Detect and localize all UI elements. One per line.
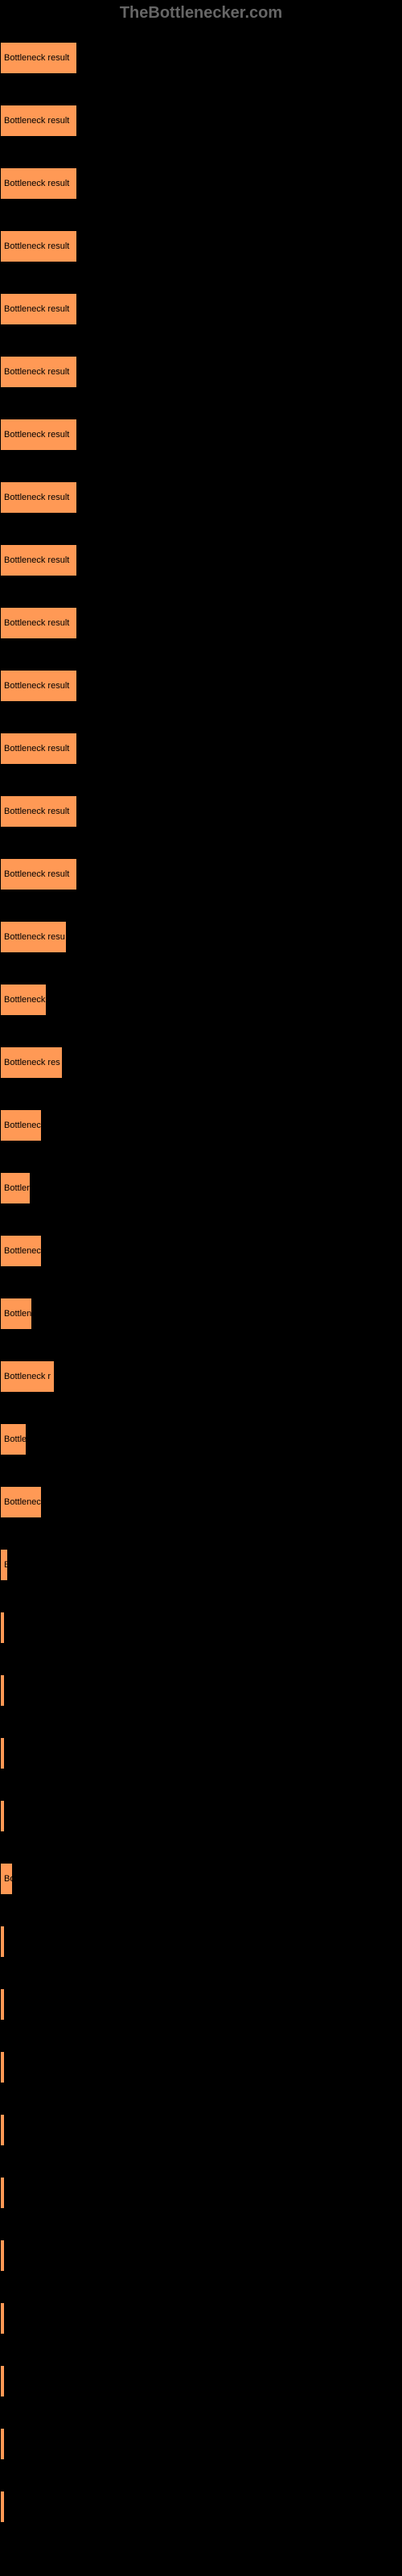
bar-row xyxy=(0,1793,402,1839)
bar-row: Bottleneck resu xyxy=(0,914,402,960)
bar-row xyxy=(0,2421,402,2467)
bar: Bottleneck result xyxy=(0,670,77,702)
bar-row: Bottleneck result xyxy=(0,97,402,144)
bar-row: Bottleneck res xyxy=(0,1039,402,1086)
bar-row: Bottlenec xyxy=(0,1102,402,1149)
bar: Bottleneck result xyxy=(0,293,77,325)
bar: Bottleneck result xyxy=(0,858,77,890)
bar: Bottleneck result xyxy=(0,733,77,765)
bar-row: Bottleneck result xyxy=(0,788,402,835)
bar xyxy=(0,1612,5,1644)
bar: Bottleneck result xyxy=(0,607,77,639)
bar xyxy=(0,2302,5,2334)
bar: Bottlen xyxy=(0,1298,32,1330)
bar: Bottleneck result xyxy=(0,544,77,576)
bar xyxy=(0,2051,5,2083)
bar: Bottlenec xyxy=(0,1109,42,1141)
bar-row: Bottleneck result xyxy=(0,349,402,395)
bar-row: Bottleneck r xyxy=(0,1353,402,1400)
bar: Bottleneck r xyxy=(0,1360,55,1393)
bar: Bottleneck result xyxy=(0,167,77,200)
bar: Bottlenec xyxy=(0,1235,42,1267)
bar-row: Bottleneck result xyxy=(0,35,402,81)
bar xyxy=(0,1988,5,2021)
bar: Bottleneck res xyxy=(0,1046,63,1079)
site-title: TheBottlenecker.com xyxy=(120,4,282,22)
bar-row: Bottleneck result xyxy=(0,600,402,646)
bar: B xyxy=(0,1549,8,1581)
bar xyxy=(0,2491,5,2523)
site-header: TheBottlenecker.com xyxy=(0,0,402,27)
bar-row: Bottleneck result xyxy=(0,411,402,458)
bar: Bottle xyxy=(0,1423,27,1455)
bar-row: Bottleneck result xyxy=(0,286,402,332)
bottleneck-chart: Bottleneck result Bottleneck result Bottle… xyxy=(0,27,402,2554)
bar-row: Bottler xyxy=(0,1165,402,1212)
bar-row: Bottleneck result xyxy=(0,160,402,207)
bar: Bottleneck resu xyxy=(0,921,67,953)
bar-row xyxy=(0,1981,402,2028)
bar: Bottleneck xyxy=(0,984,47,1016)
bar: Bottleneck result xyxy=(0,105,77,137)
bar-row: Bo xyxy=(0,1856,402,1902)
bar-row: Bottle xyxy=(0,1416,402,1463)
bar xyxy=(0,1737,5,1769)
bar-row: Bottleneck xyxy=(0,976,402,1023)
bar-row xyxy=(0,2358,402,2405)
bar-row: Bottlen xyxy=(0,1290,402,1337)
bar-row: B xyxy=(0,1542,402,1588)
bar-row xyxy=(0,2295,402,2342)
bar: Bottleneck result xyxy=(0,42,77,74)
bar-row: Bottleneck result xyxy=(0,663,402,709)
bar-row: Bottlenec xyxy=(0,1228,402,1274)
bar-row xyxy=(0,2232,402,2279)
bar xyxy=(0,2240,5,2272)
bar xyxy=(0,2428,5,2460)
bar-row: Bottleneck result xyxy=(0,474,402,521)
bar-row xyxy=(0,1667,402,1714)
bar xyxy=(0,2365,5,2397)
bar: Bo xyxy=(0,1863,13,1895)
bar xyxy=(0,1674,5,1707)
bar-row xyxy=(0,2044,402,2091)
bar-row: Bottleneck result xyxy=(0,223,402,270)
bar xyxy=(0,2114,5,2146)
bar: Bottlenec xyxy=(0,1486,42,1518)
bar-row xyxy=(0,1604,402,1651)
bar: Bottleneck result xyxy=(0,795,77,828)
bar-row: Bottleneck result xyxy=(0,537,402,584)
bar-row xyxy=(0,2169,402,2216)
bar-row xyxy=(0,1918,402,1965)
bar-row xyxy=(0,2483,402,2530)
bar-row xyxy=(0,2107,402,2153)
bar xyxy=(0,1800,5,1832)
bar: Bottler xyxy=(0,1172,31,1204)
bar: Bottleneck result xyxy=(0,481,77,514)
bar-row: Bottleneck result xyxy=(0,851,402,898)
bar-row: Bottlenec xyxy=(0,1479,402,1525)
bar-row: Bottleneck result xyxy=(0,725,402,772)
bar: Bottleneck result xyxy=(0,356,77,388)
bar xyxy=(0,2177,5,2209)
bar-row xyxy=(0,1730,402,1777)
bar xyxy=(0,1926,5,1958)
bar: Bottleneck result xyxy=(0,419,77,451)
bar: Bottleneck result xyxy=(0,230,77,262)
